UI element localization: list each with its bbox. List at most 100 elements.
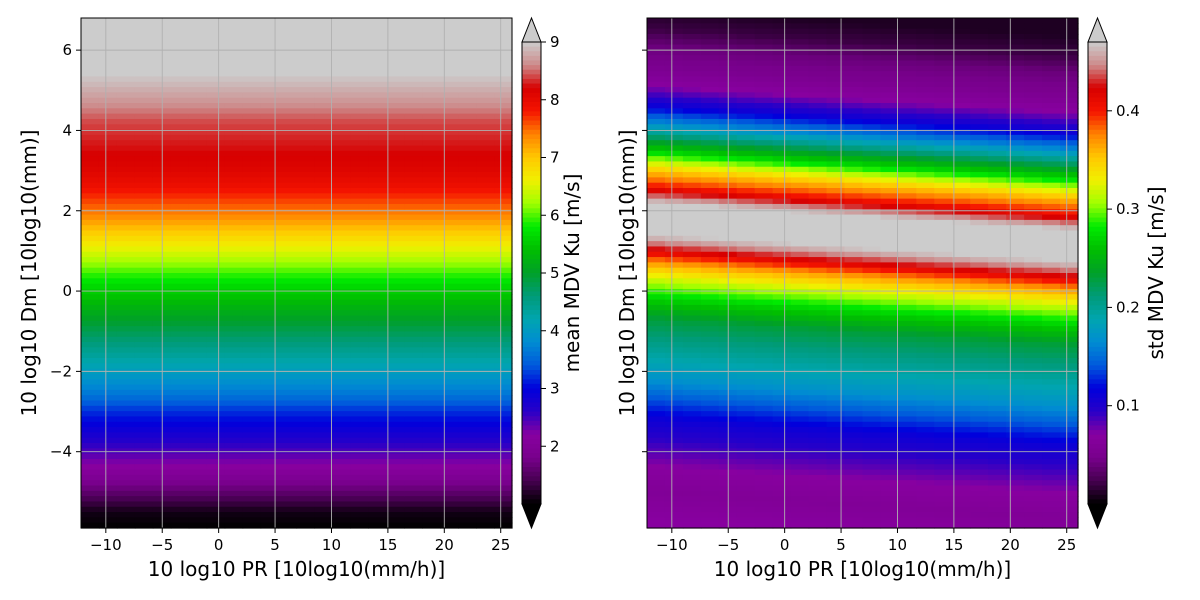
heatmap-cell xyxy=(81,203,100,210)
heatmap-cell xyxy=(880,304,900,311)
heatmap-cell xyxy=(934,97,953,104)
heatmap-cell xyxy=(386,379,405,386)
heatmap-cell xyxy=(880,294,900,301)
heatmap-cell xyxy=(1042,453,1061,460)
heatmap-cell xyxy=(494,294,513,301)
heatmap-cell xyxy=(404,33,423,40)
heatmap-cell xyxy=(81,76,100,83)
heatmap-cell xyxy=(826,23,846,30)
heatmap-cell xyxy=(188,267,208,274)
heatmap-cell xyxy=(368,262,387,269)
heatmap-cell xyxy=(916,198,935,205)
heatmap-cell xyxy=(134,384,154,391)
heatmap-cell xyxy=(862,310,882,317)
heatmap-cell xyxy=(970,251,989,258)
heatmap-cell xyxy=(170,172,190,178)
heatmap-cell xyxy=(206,251,226,258)
heatmap-cell xyxy=(772,464,792,471)
heatmap-cell xyxy=(98,188,118,194)
heatmap-cell xyxy=(278,140,298,147)
heatmap-cell xyxy=(647,416,666,423)
heatmap-cell xyxy=(898,363,917,370)
heatmap-cell xyxy=(1060,400,1079,407)
heatmap-cell xyxy=(206,150,226,157)
heatmap-cell xyxy=(898,97,917,104)
heatmap-cell xyxy=(350,267,369,274)
heatmap-cell xyxy=(494,352,513,359)
heatmap-cell xyxy=(476,485,495,492)
heatmap-cell xyxy=(170,209,190,216)
heatmap-cell xyxy=(296,81,316,88)
heatmap-cell xyxy=(350,241,369,248)
heatmap-cell xyxy=(647,118,666,125)
heatmap-cell xyxy=(368,458,387,465)
heatmap-cell xyxy=(242,150,262,157)
colorbar-segment xyxy=(522,323,541,330)
heatmap-cell xyxy=(664,342,684,348)
heatmap-cell xyxy=(458,480,477,487)
heatmap-cell xyxy=(844,389,864,396)
heatmap-cell xyxy=(1006,140,1025,147)
heatmap-cell xyxy=(224,363,244,370)
heatmap-cell xyxy=(242,517,262,524)
heatmap-cell xyxy=(206,480,226,487)
heatmap-cell xyxy=(682,262,702,269)
heatmap-cell xyxy=(170,203,190,210)
heatmap-cell xyxy=(242,209,262,216)
heatmap-cell xyxy=(1024,140,1043,147)
heatmap-cell xyxy=(332,427,351,433)
heatmap-cell xyxy=(664,193,684,200)
heatmap-cell xyxy=(862,464,882,471)
heatmap-cell xyxy=(332,150,351,157)
heatmap-cell xyxy=(476,28,495,35)
heatmap-cell xyxy=(368,437,387,444)
heatmap-cell xyxy=(332,145,351,152)
heatmap-cell xyxy=(368,65,387,72)
heatmap-cell xyxy=(81,23,100,30)
heatmap-cell xyxy=(898,421,917,428)
heatmap-cell xyxy=(790,310,810,317)
heatmap-cell xyxy=(386,177,405,184)
heatmap-cell xyxy=(952,490,971,497)
heatmap-cell xyxy=(916,55,935,62)
heatmap-cell xyxy=(386,347,405,354)
heatmap-cell xyxy=(314,166,334,173)
heatmap-cell xyxy=(1006,501,1025,508)
heatmap-cell xyxy=(404,18,423,24)
heatmap-cell xyxy=(494,485,513,492)
heatmap-cell xyxy=(206,209,226,216)
heatmap-cell xyxy=(494,97,513,104)
colorbar-segment xyxy=(522,379,541,385)
heatmap-cell xyxy=(440,464,459,471)
heatmap-cell xyxy=(862,342,882,348)
heatmap-cell xyxy=(934,443,953,449)
heatmap-cell xyxy=(224,225,244,232)
heatmap-cell xyxy=(1006,161,1025,168)
heatmap-cell xyxy=(188,225,208,232)
heatmap-cell xyxy=(260,411,280,418)
heatmap-cell xyxy=(368,480,387,487)
heatmap-cell xyxy=(314,44,334,51)
heatmap-cell xyxy=(206,411,226,418)
heatmap-cell xyxy=(970,55,989,62)
heatmap-cell xyxy=(647,23,666,30)
heatmap-cell xyxy=(970,241,989,248)
heatmap-cell xyxy=(952,453,971,460)
heatmap-cell xyxy=(826,490,846,497)
heatmap-cell xyxy=(494,193,513,200)
heatmap-cell xyxy=(422,416,441,423)
heatmap-cell xyxy=(458,108,477,115)
heatmap-cell xyxy=(880,273,900,279)
heatmap-cell xyxy=(970,92,989,99)
heatmap-cell xyxy=(332,501,351,508)
heatmap-cell xyxy=(808,140,828,147)
heatmap-cell xyxy=(682,389,702,396)
heatmap-cell xyxy=(296,113,316,120)
heatmap-cell xyxy=(422,193,441,200)
heatmap-cell xyxy=(700,150,720,157)
heatmap-cell xyxy=(458,140,477,147)
heatmap-cell xyxy=(332,87,351,93)
heatmap-cell xyxy=(242,81,262,88)
heatmap-cell xyxy=(81,198,100,205)
